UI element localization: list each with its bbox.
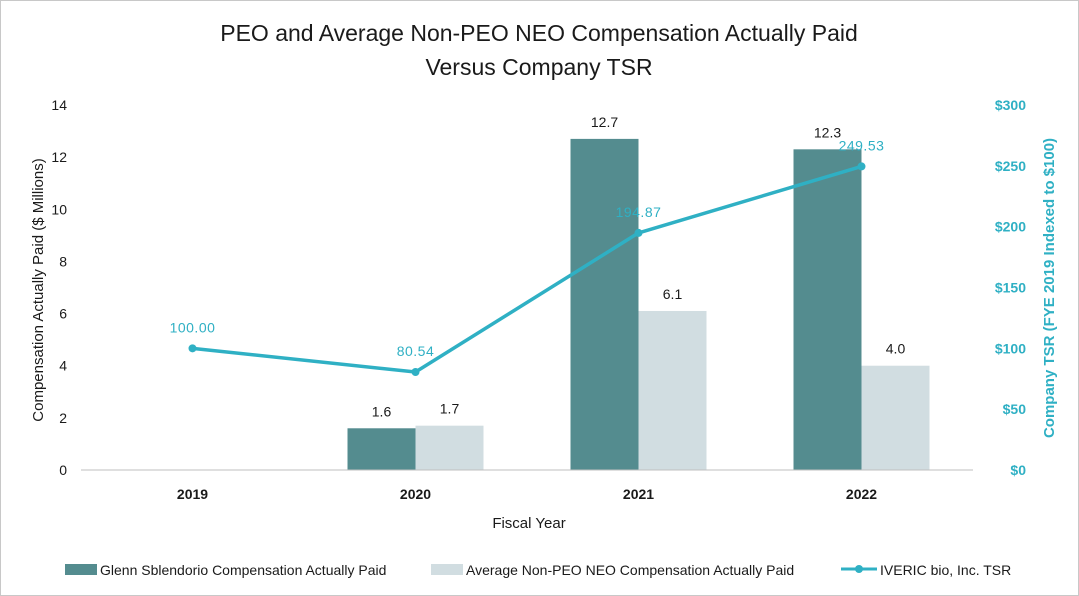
bar-non-peo [415,425,484,470]
x-axis-label: Fiscal Year [492,515,565,532]
x-tick-label: 2019 [177,486,208,502]
bar-peo [793,149,862,471]
left-axis-ticks: 0 2 4 6 8 10 12 14 [51,97,67,478]
bar-non-peo [861,365,930,470]
bar-peo [570,138,639,470]
legend-label-peo: Glenn Sblendorio Compensation Actually P… [100,562,386,578]
tsr-point [188,344,197,353]
y2-tick-label: $150 [995,280,1026,296]
x-tick-label: 2021 [623,486,654,502]
legend-label-tsr: IVERIC bio, Inc. TSR [880,562,1011,578]
y-tick-label: 8 [59,253,67,269]
x-tick-label: 2020 [400,486,431,502]
legend: Glenn Sblendorio Compensation Actually P… [65,562,1011,578]
x-tick-label: 2022 [846,486,877,502]
legend-swatch-peo [65,564,97,575]
line-series [188,162,866,377]
y2-tick-label: $50 [1003,401,1027,417]
bar-value-label: 12.3 [814,124,841,140]
x-axis-ticks: 2019 2020 2021 2022 [177,486,877,502]
tsr-value-label: 80.54 [397,343,435,359]
y-tick-label: 10 [51,201,67,217]
tsr-point [634,228,643,237]
tsr-value-label: 194.87 [616,204,662,220]
tsr-point [857,162,866,171]
bar-value-label: 1.6 [372,403,392,419]
bar-non-peo [638,310,707,470]
legend-swatch-tsr-marker [855,565,863,573]
tsr-value-label: 249.53 [839,137,885,153]
chart-title-line-2: Versus Company TSR [425,54,652,80]
y-tick-label: 4 [59,358,67,374]
y-tick-label: 6 [59,306,67,322]
y-tick-label: 14 [51,97,67,113]
y-tick-label: 0 [59,462,67,478]
y2-tick-label: $0 [1010,462,1026,478]
y-tick-label: 2 [59,410,67,426]
y2-tick-label: $300 [995,97,1026,113]
y2-tick-label: $200 [995,219,1026,235]
y2-axis-label: Company TSR (FYE 2019 Indexed to $100) [1041,138,1058,438]
tsr-point [411,368,420,377]
bar-value-label: 6.1 [663,286,683,302]
tsr-line [192,164,863,374]
bar-peo [347,428,416,470]
bar-value-label: 1.7 [440,401,460,417]
chart-title-line-1: PEO and Average Non-PEO NEO Compensation… [220,20,858,46]
right-axis-ticks: $0 $50 $100 $150 $200 $250 $300 [995,97,1026,478]
legend-swatch-non-peo [431,564,463,575]
y2-tick-label: $100 [995,340,1026,356]
y2-tick-label: $250 [995,158,1026,174]
data-labels: 1.6 12.7 12.3 1.7 6.1 4.0 100.00 80.54 194.87 249… [170,114,906,419]
legend-label-non-peo: Average Non-PEO NEO Compensation Actuall… [466,562,794,578]
tsr-value-label: 100.00 [170,319,216,335]
bar-series [347,138,930,471]
y-axis-label: Compensation Actually Paid ($ Millions) [30,158,47,421]
bar-value-label: 4.0 [886,341,906,357]
y-tick-label: 12 [51,149,67,165]
bar-value-label: 12.7 [591,114,618,130]
